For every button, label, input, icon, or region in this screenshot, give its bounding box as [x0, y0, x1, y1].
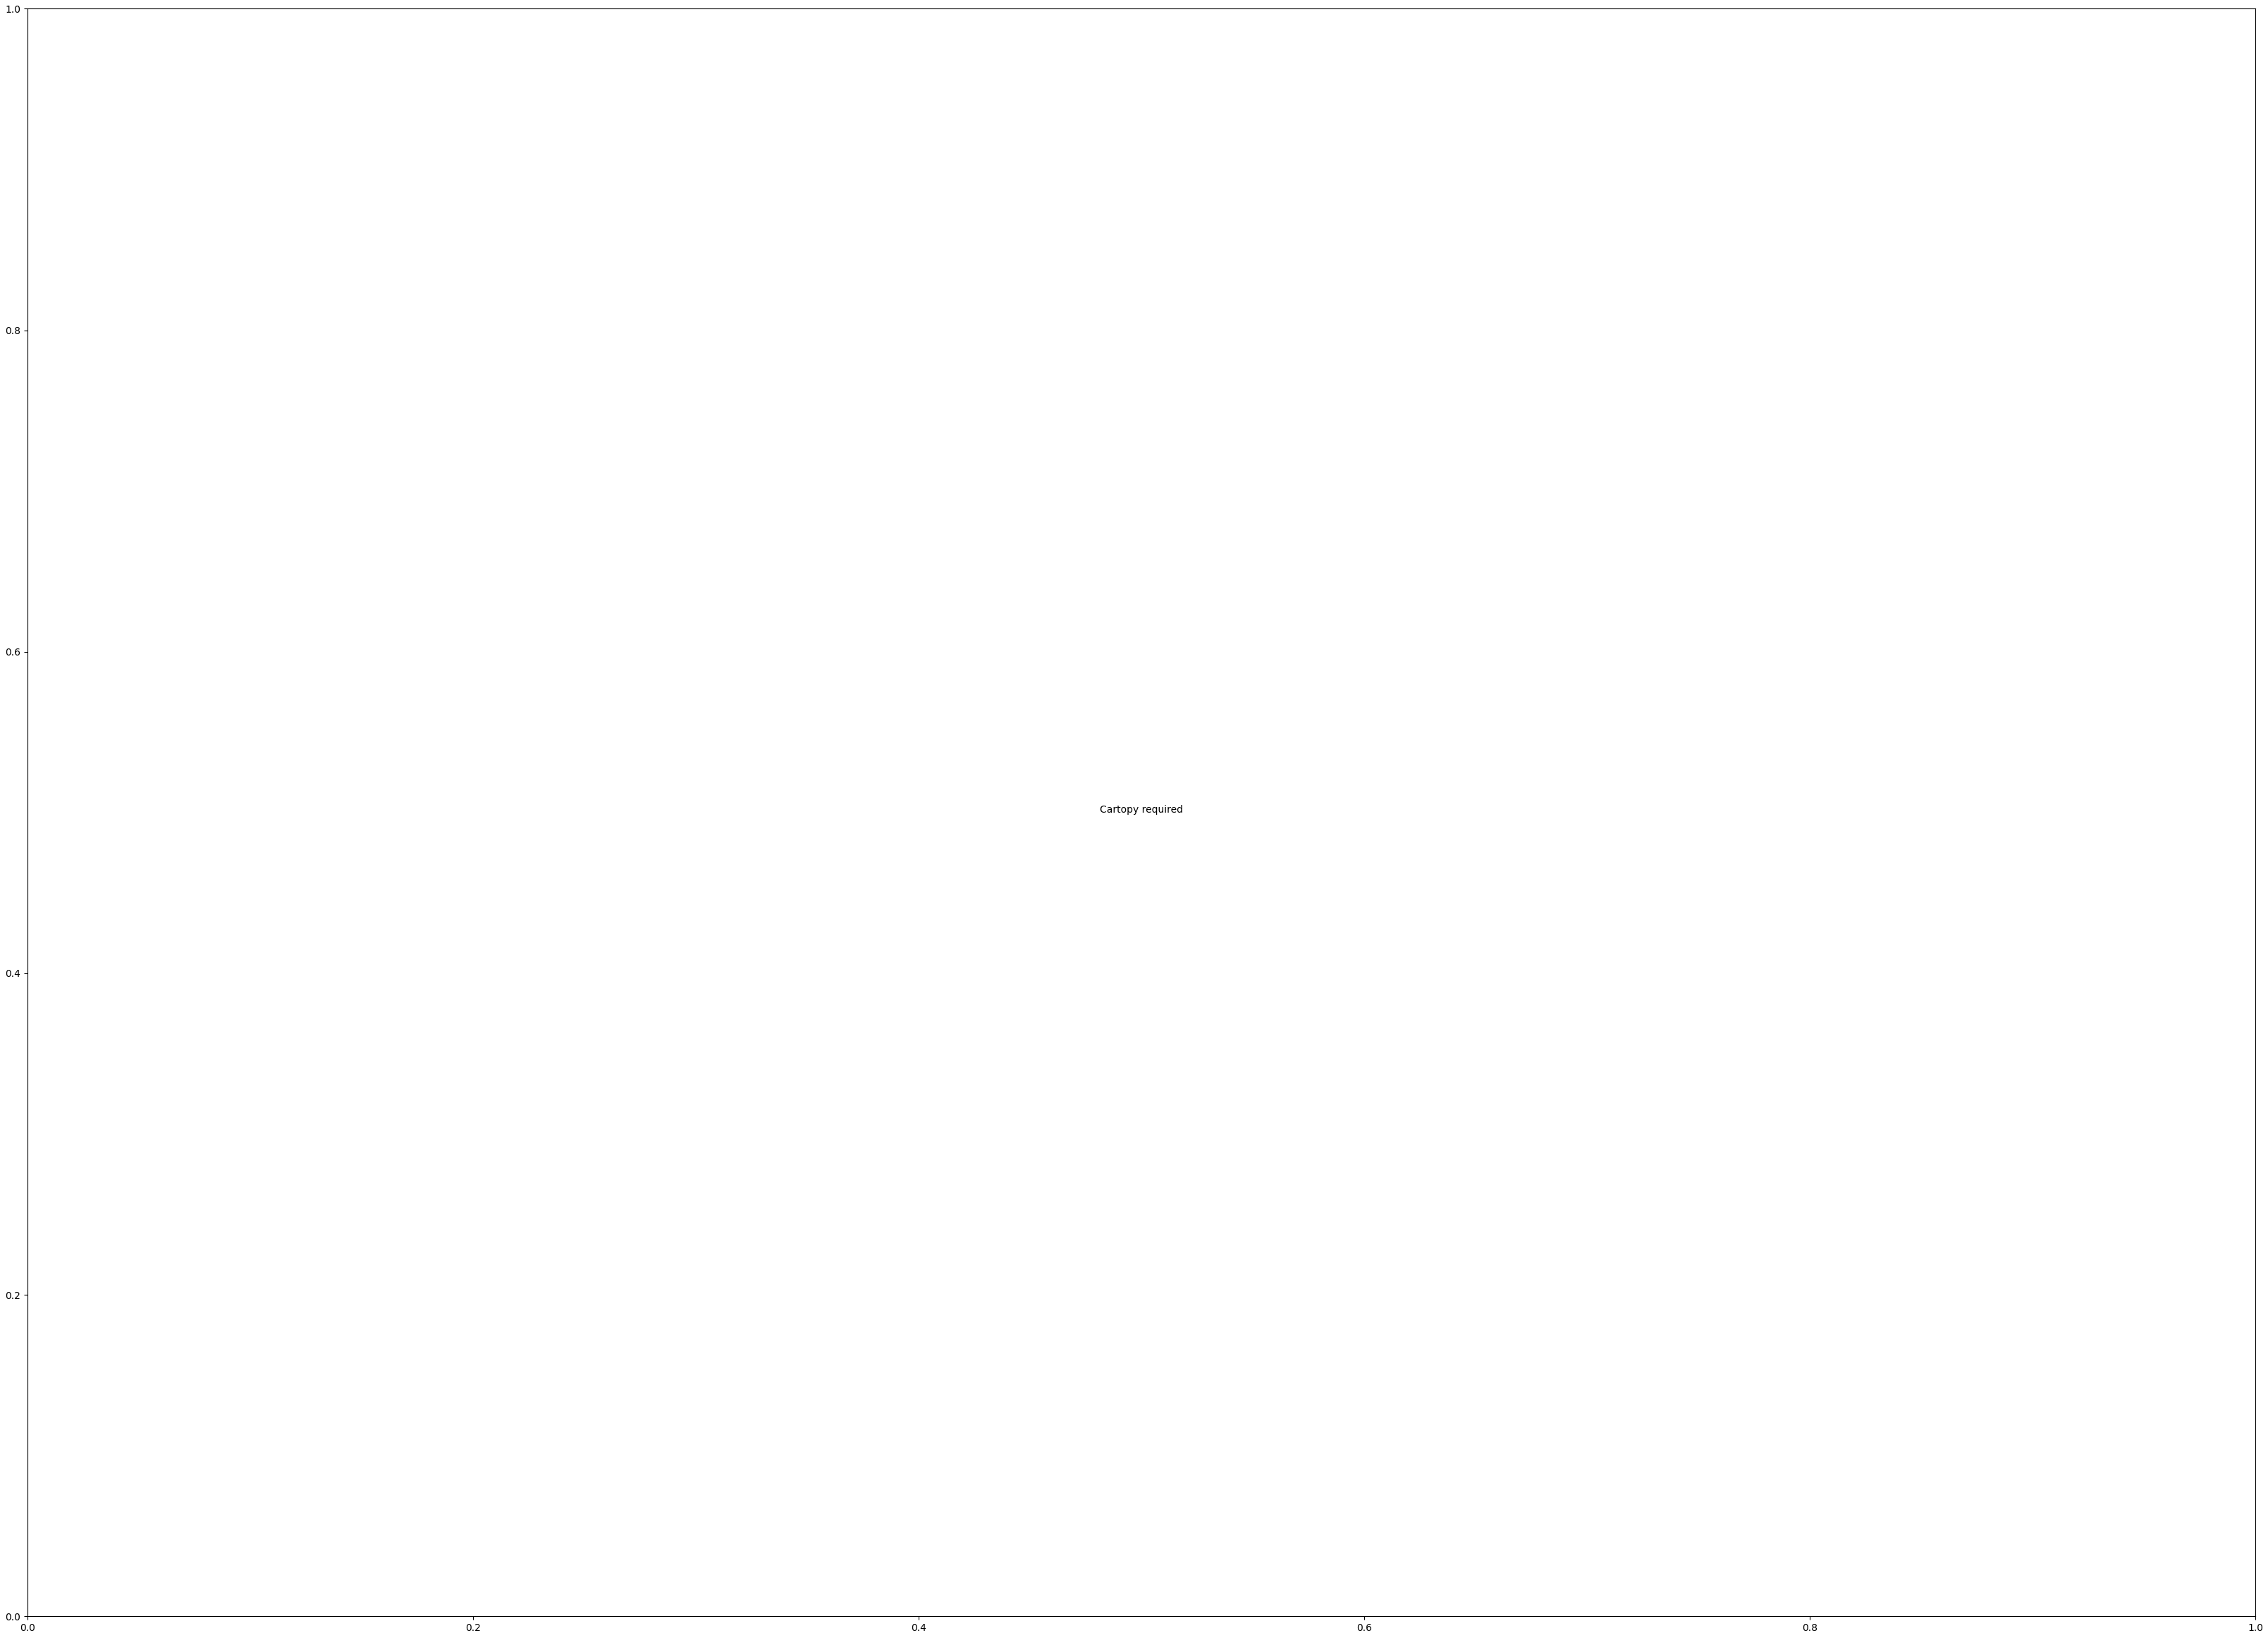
Text: Cartopy required: Cartopy required [1100, 804, 1184, 814]
